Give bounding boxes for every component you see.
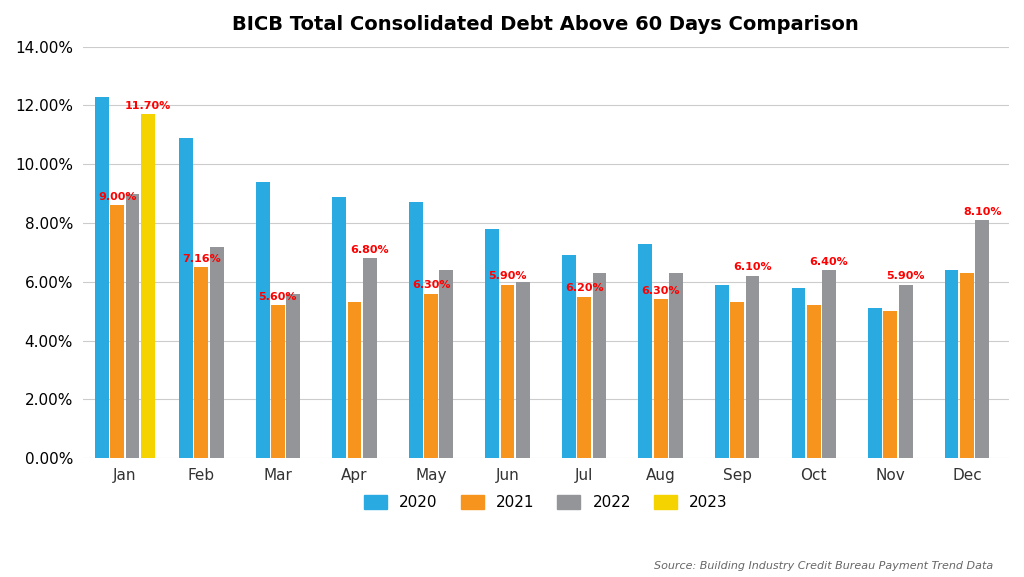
Text: Source: Building Industry Credit Bureau Payment Trend Data: Source: Building Industry Credit Bureau …: [654, 561, 993, 571]
Bar: [745, 276, 760, 458]
Bar: [516, 282, 529, 458]
Bar: [287, 294, 300, 458]
Bar: [807, 305, 820, 458]
Bar: [424, 294, 438, 458]
Text: 6.20%: 6.20%: [565, 283, 603, 293]
Text: 9.00%: 9.00%: [98, 192, 136, 202]
Bar: [179, 138, 193, 458]
Bar: [899, 284, 912, 458]
Legend: 2020, 2021, 2022, 2023: 2020, 2021, 2022, 2023: [358, 489, 733, 516]
Bar: [95, 96, 109, 458]
Text: 6.40%: 6.40%: [810, 257, 849, 267]
Title: BICB Total Consolidated Debt Above 60 Days Comparison: BICB Total Consolidated Debt Above 60 Da…: [232, 15, 859, 34]
Bar: [792, 288, 805, 458]
Bar: [961, 273, 974, 458]
Text: 6.80%: 6.80%: [350, 245, 389, 255]
Bar: [271, 305, 285, 458]
Bar: [730, 302, 744, 458]
Bar: [715, 284, 729, 458]
Bar: [362, 258, 377, 458]
Bar: [562, 256, 575, 458]
Bar: [126, 194, 139, 458]
Bar: [347, 302, 361, 458]
Text: 6.30%: 6.30%: [641, 286, 680, 296]
Bar: [822, 270, 836, 458]
Bar: [975, 220, 989, 458]
Text: 6.30%: 6.30%: [412, 280, 451, 290]
Bar: [578, 297, 591, 458]
Bar: [884, 311, 897, 458]
Text: 11.70%: 11.70%: [125, 101, 171, 111]
Bar: [409, 203, 423, 458]
Bar: [593, 273, 606, 458]
Text: 6.10%: 6.10%: [733, 263, 772, 272]
Bar: [332, 197, 346, 458]
Text: 7.16%: 7.16%: [182, 253, 221, 264]
Bar: [111, 205, 124, 458]
Bar: [653, 299, 668, 458]
Bar: [868, 308, 882, 458]
Bar: [945, 270, 958, 458]
Bar: [256, 182, 269, 458]
Bar: [439, 270, 454, 458]
Bar: [639, 243, 652, 458]
Bar: [195, 267, 208, 458]
Text: 5.60%: 5.60%: [259, 292, 297, 302]
Bar: [141, 114, 155, 458]
Text: 8.10%: 8.10%: [963, 207, 1001, 216]
Text: 5.90%: 5.90%: [488, 271, 526, 281]
Bar: [485, 229, 499, 458]
Bar: [210, 246, 223, 458]
Text: 5.90%: 5.90%: [887, 271, 925, 281]
Bar: [669, 273, 683, 458]
Bar: [501, 284, 514, 458]
